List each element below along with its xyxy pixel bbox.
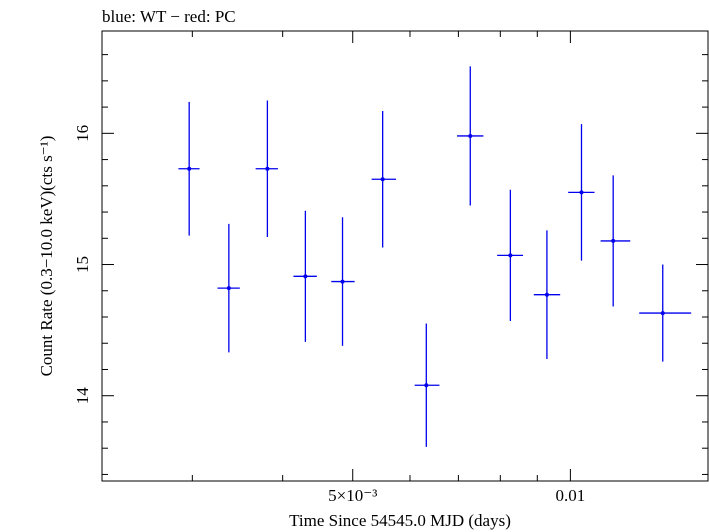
data-marker xyxy=(340,279,345,284)
data-marker xyxy=(660,311,665,316)
x-axis-label: Time Since 54545.0 MJD (days) xyxy=(289,511,511,530)
data-marker xyxy=(424,383,429,388)
data-point xyxy=(217,223,240,353)
data-marker xyxy=(611,238,616,243)
x-tick-label: 0.01 xyxy=(556,486,586,505)
data-marker xyxy=(380,177,385,182)
data-marker xyxy=(303,274,308,279)
plot-frame xyxy=(101,30,709,482)
x-axis-ticks: 5×10⁻³ 0.01 xyxy=(191,31,586,505)
data-point xyxy=(457,66,484,206)
data-marker xyxy=(265,166,270,171)
x-tick-label: 5×10⁻³ xyxy=(328,486,377,505)
data-point xyxy=(414,323,440,447)
y-tick-label: 16 xyxy=(73,125,92,142)
data-points xyxy=(178,66,692,447)
data-point xyxy=(293,210,317,342)
y-axis-ticks: 14 15 16 xyxy=(73,54,708,475)
data-point xyxy=(255,100,278,237)
data-point xyxy=(639,264,692,362)
data-point xyxy=(371,111,397,248)
data-point xyxy=(568,124,595,261)
data-point xyxy=(497,189,524,321)
data-marker xyxy=(226,286,231,291)
data-marker xyxy=(187,166,192,171)
chart-title: blue: WT − red: PC xyxy=(102,7,236,26)
y-tick-label: 14 xyxy=(73,387,92,405)
y-tick-label: 15 xyxy=(73,256,92,273)
data-point xyxy=(331,217,355,346)
data-point xyxy=(533,230,561,359)
data-marker xyxy=(468,133,473,138)
y-axis-label: Count Rate (0.3−10.0 keV)(cts s⁻¹) xyxy=(37,136,56,377)
data-marker xyxy=(544,292,549,297)
data-marker xyxy=(508,253,513,258)
data-point xyxy=(600,175,631,307)
data-marker xyxy=(579,190,584,195)
data-point xyxy=(178,101,200,236)
